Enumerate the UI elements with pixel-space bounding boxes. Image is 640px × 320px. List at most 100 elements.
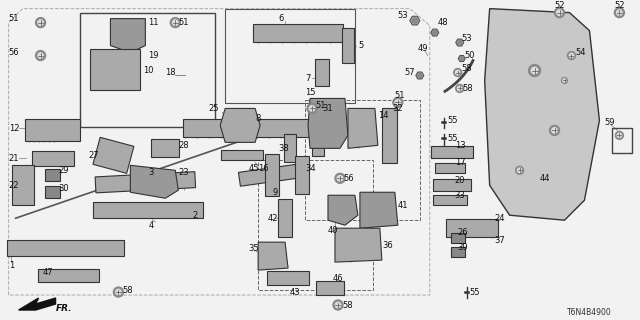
Text: 3: 3: [148, 168, 154, 177]
Circle shape: [418, 74, 422, 77]
Text: 8: 8: [255, 114, 260, 123]
Polygon shape: [360, 192, 398, 228]
Circle shape: [561, 77, 568, 84]
Bar: [382, 108, 397, 163]
Bar: [95, 172, 196, 193]
Circle shape: [393, 98, 403, 108]
Text: 51: 51: [395, 91, 405, 100]
Text: 53: 53: [398, 11, 408, 20]
Circle shape: [458, 41, 461, 44]
Text: 34: 34: [305, 164, 316, 173]
Polygon shape: [348, 108, 378, 148]
Polygon shape: [90, 49, 140, 91]
Circle shape: [36, 18, 45, 28]
Text: 15: 15: [305, 88, 316, 97]
Circle shape: [173, 20, 178, 25]
Bar: [12, 165, 33, 205]
Bar: [342, 28, 354, 63]
Bar: [445, 219, 498, 237]
Text: 12: 12: [8, 124, 19, 133]
Circle shape: [552, 128, 557, 133]
Text: 17: 17: [455, 158, 465, 167]
Text: 4: 4: [148, 221, 154, 230]
Polygon shape: [335, 228, 382, 262]
Circle shape: [516, 166, 524, 174]
Text: 2: 2: [192, 211, 198, 220]
Bar: [435, 163, 465, 173]
Bar: [239, 164, 298, 186]
Polygon shape: [458, 55, 465, 61]
Circle shape: [454, 68, 461, 76]
Bar: [295, 156, 309, 194]
Circle shape: [337, 176, 342, 181]
Text: 55: 55: [470, 288, 480, 297]
Circle shape: [529, 65, 541, 76]
Text: 1: 1: [8, 260, 14, 270]
Polygon shape: [8, 9, 430, 295]
Circle shape: [433, 31, 436, 35]
Bar: [183, 119, 313, 137]
Bar: [258, 160, 373, 290]
Circle shape: [170, 18, 180, 28]
Polygon shape: [111, 19, 145, 52]
Text: 16: 16: [258, 164, 269, 173]
Text: 6: 6: [278, 14, 284, 23]
Polygon shape: [456, 39, 464, 46]
Bar: [81, 12, 215, 127]
Bar: [284, 134, 296, 162]
Text: 23: 23: [179, 168, 189, 177]
Text: 46: 46: [333, 274, 344, 283]
Text: 25: 25: [208, 104, 219, 113]
Bar: [267, 271, 309, 285]
Circle shape: [614, 8, 625, 18]
Circle shape: [456, 84, 464, 92]
Text: 14: 14: [378, 111, 388, 120]
Text: 48: 48: [438, 18, 449, 27]
Bar: [6, 240, 124, 256]
Text: 50: 50: [465, 51, 476, 60]
Text: 33: 33: [455, 191, 465, 200]
Polygon shape: [484, 9, 600, 220]
Text: 36: 36: [382, 241, 392, 250]
Text: 41: 41: [398, 201, 408, 210]
Text: 37: 37: [495, 236, 506, 245]
Text: 56: 56: [8, 48, 19, 57]
Text: 29: 29: [58, 166, 69, 175]
Text: 35: 35: [248, 244, 259, 253]
Text: 9: 9: [272, 188, 277, 197]
Text: 59: 59: [604, 118, 615, 127]
Bar: [45, 169, 60, 181]
Bar: [451, 233, 465, 243]
Text: 55: 55: [448, 134, 458, 143]
Text: 44: 44: [540, 174, 550, 183]
Text: 51: 51: [8, 14, 19, 23]
Bar: [93, 137, 134, 173]
Polygon shape: [19, 298, 56, 310]
Text: 5: 5: [358, 41, 363, 50]
Circle shape: [550, 125, 559, 135]
Text: 21: 21: [8, 154, 19, 163]
Bar: [253, 24, 343, 42]
Polygon shape: [258, 242, 288, 270]
Circle shape: [570, 53, 573, 58]
Text: 53: 53: [461, 34, 472, 43]
Bar: [451, 247, 465, 257]
Text: 51: 51: [315, 101, 326, 110]
Polygon shape: [131, 165, 179, 198]
Bar: [93, 202, 204, 218]
Text: 52: 52: [614, 1, 625, 10]
Polygon shape: [220, 108, 260, 142]
Circle shape: [554, 8, 564, 18]
Text: 52: 52: [554, 1, 565, 10]
Circle shape: [460, 57, 463, 60]
Text: 24: 24: [495, 214, 505, 223]
Text: 49: 49: [418, 44, 428, 53]
Text: 58: 58: [461, 64, 472, 73]
Bar: [312, 115, 324, 156]
Text: 31: 31: [322, 104, 333, 113]
Bar: [38, 268, 99, 282]
Circle shape: [116, 289, 121, 295]
Circle shape: [517, 168, 522, 172]
Circle shape: [307, 103, 317, 113]
Circle shape: [412, 18, 417, 23]
